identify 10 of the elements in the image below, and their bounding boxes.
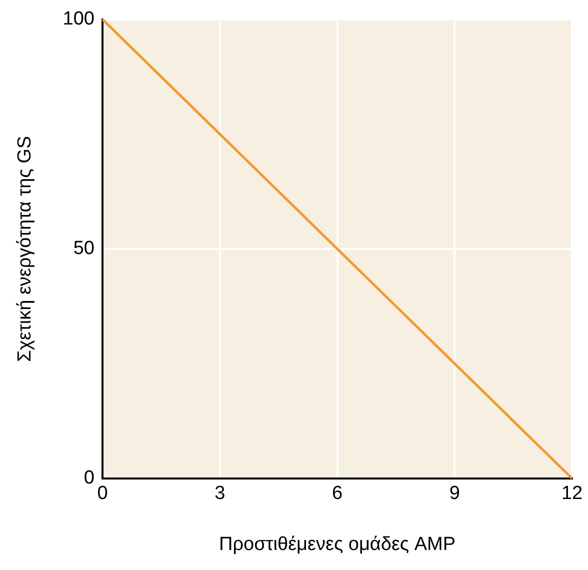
y-axis-title: Σχετική ενεργότητα της GS xyxy=(14,136,36,362)
x-tick-label: 3 xyxy=(214,483,226,504)
x-tick-label: 0 xyxy=(97,483,108,504)
x-axis-title: Προστιθέμενες ομάδες AMP xyxy=(218,534,456,555)
x-tick-label: 6 xyxy=(332,483,343,504)
x-tick-label: 9 xyxy=(449,483,460,504)
y-tick-label: 0 xyxy=(84,468,94,489)
y-tick-label: 50 xyxy=(73,238,94,260)
x-tick-label: 12 xyxy=(561,483,583,504)
y-tick-label: 100 xyxy=(62,8,94,30)
